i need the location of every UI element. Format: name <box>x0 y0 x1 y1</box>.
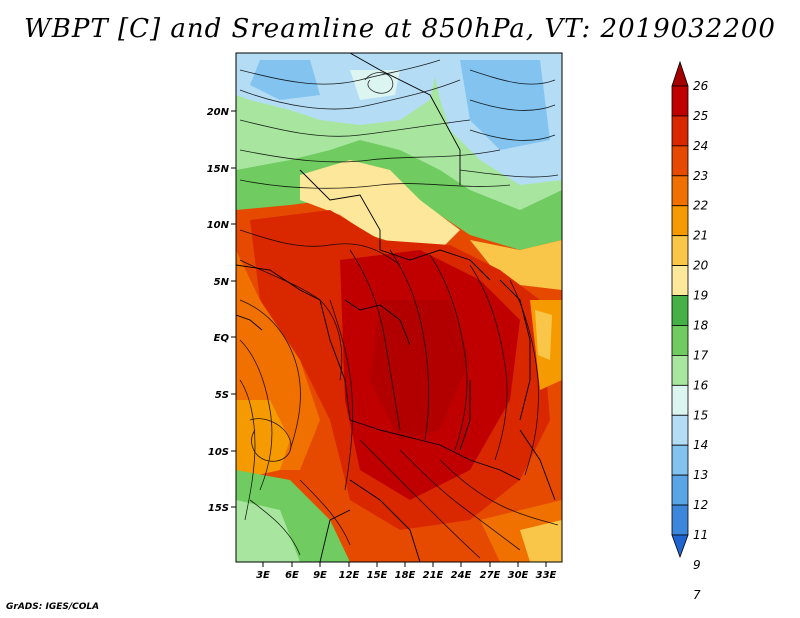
grads-credit: GrADS: IGES/COLA <box>6 602 100 612</box>
lon-label: 9E <box>313 570 327 581</box>
colorbar-top-arrow <box>671 60 689 87</box>
lon-label: 33E <box>536 570 557 581</box>
colorbar-swatch <box>671 354 689 386</box>
colorbar-label: 15 <box>693 408 708 422</box>
colorbar-swatch <box>671 175 689 207</box>
colorbar-label: 7 <box>693 588 701 602</box>
colorbar-swatch <box>671 235 689 267</box>
lat-label: EQ <box>214 333 230 344</box>
colorbar-label: 20 <box>693 259 709 273</box>
colorbar-label: 11 <box>693 528 708 542</box>
chart-title: WBPT [C] and Sreamline at 850hPa, VT: 20… <box>24 14 776 44</box>
lat-label: 5N <box>214 277 230 288</box>
colorbar-label: 22 <box>693 199 708 213</box>
lon-label: 24E <box>451 570 472 581</box>
colorbar-swatch <box>671 384 689 416</box>
colorbar-swatch <box>671 504 689 536</box>
colorbar-label: 18 <box>693 318 709 332</box>
lon-label: 6E <box>285 570 299 581</box>
colorbar-swatch <box>671 85 689 117</box>
wbpt-field <box>236 53 562 562</box>
colorbar-bottom-arrow <box>671 534 689 559</box>
colorbar-label: 13 <box>693 468 708 482</box>
colorbar-label: 17 <box>693 348 709 362</box>
colorbar-label: 12 <box>693 498 708 512</box>
lat-label: 10S <box>208 447 229 458</box>
colorbar-swatch <box>671 205 689 237</box>
colorbar-label: 26 <box>693 79 709 93</box>
colorbar-swatch <box>671 265 689 296</box>
lat-axis: 20N 15N 10N 5N EQ 5S 10S 15S <box>207 107 236 514</box>
colorbar-swatch <box>671 115 689 147</box>
lat-label: 15N <box>207 164 230 175</box>
lon-axis: 3E 6E 9E 12E 15E 18E 21E 24E 27E 30E 33E <box>256 562 557 581</box>
colorbar-label: 16 <box>693 378 709 392</box>
country-borders <box>236 53 556 562</box>
colorbar-swatch <box>671 325 689 356</box>
lon-label: 3E <box>256 570 270 581</box>
colorbar-label: 23 <box>693 169 708 183</box>
colorbar-swatch <box>671 414 689 446</box>
colorbar-label: 25 <box>693 109 708 123</box>
streamlines <box>239 59 559 559</box>
lat-label: 5S <box>215 390 229 401</box>
colorbar-label: 14 <box>693 438 708 452</box>
lon-label: 27E <box>480 570 501 581</box>
lon-label: 12E <box>339 570 360 581</box>
lon-label: 15E <box>367 570 388 581</box>
lon-label: 30E <box>508 570 529 581</box>
colorbar-label: 21 <box>693 229 708 243</box>
colorbar-swatch <box>671 444 689 476</box>
lat-label: 15S <box>208 503 229 514</box>
colorbar-label: 9 <box>693 558 701 572</box>
lat-label: 10N <box>207 220 230 231</box>
colorbar-swatch <box>671 145 689 177</box>
colorbar-label: 24 <box>693 139 708 153</box>
lon-label: 18E <box>395 570 416 581</box>
colorbar-swatch <box>671 295 689 326</box>
lon-label: 21E <box>423 570 444 581</box>
map-frame <box>235 52 563 563</box>
colorbar-swatch <box>671 474 689 506</box>
colorbar: 26 25 24 23 22 21 20 19 18 17 16 15 14 13 12 11 9 7 <box>671 60 709 602</box>
colorbar-label: 19 <box>693 289 708 303</box>
lat-label: 20N <box>207 107 230 118</box>
